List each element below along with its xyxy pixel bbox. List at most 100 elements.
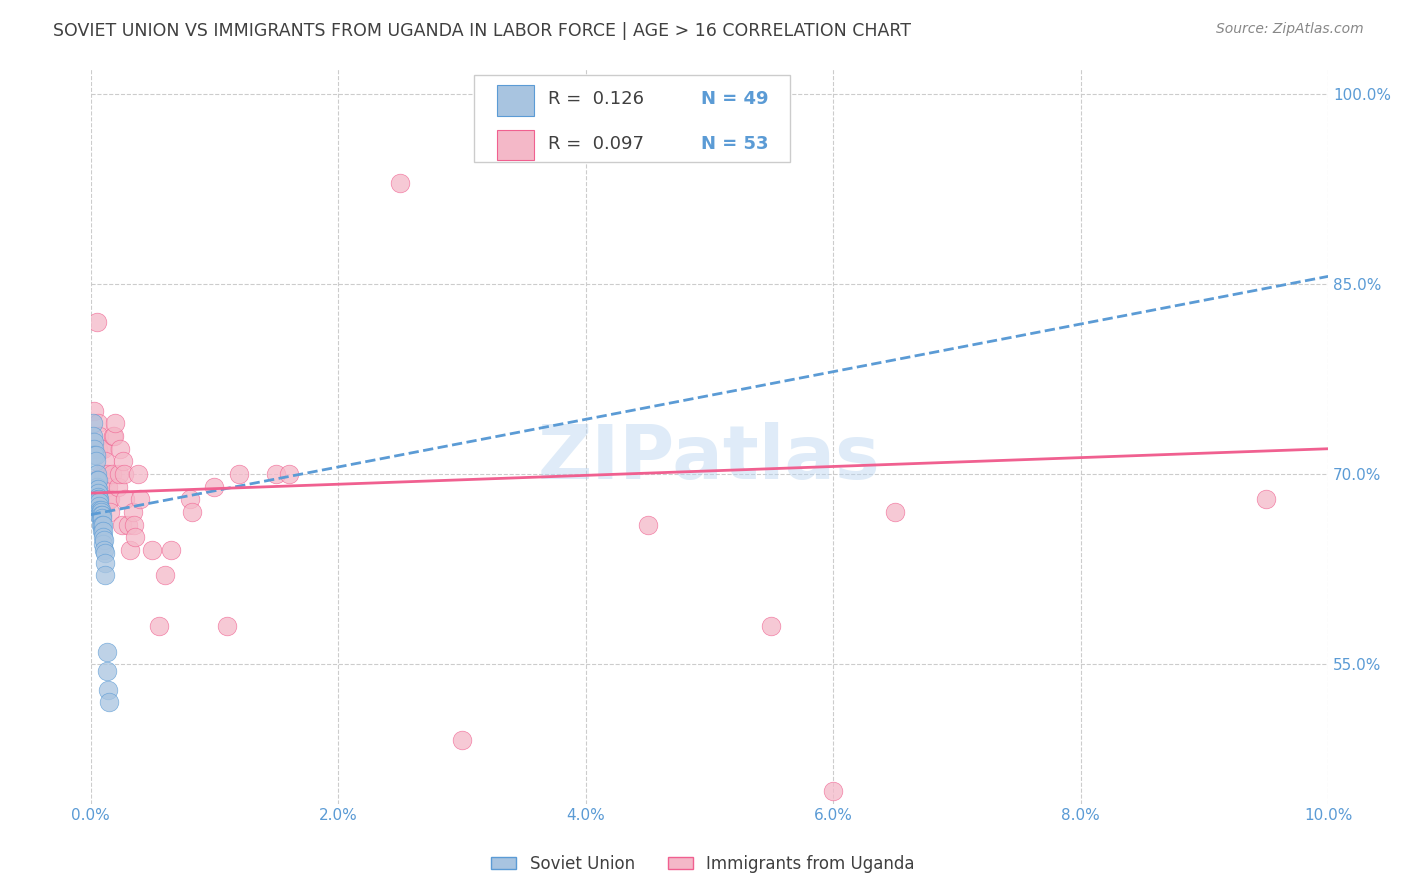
Point [89, 492, 111, 507]
Point [87, 499, 110, 513]
Point [89, 511, 111, 525]
Point [91, 524, 114, 538]
Point [90, 517, 112, 532]
Point [91, 537, 114, 551]
Point [160, 543, 183, 558]
Point [87, 474, 110, 488]
FancyBboxPatch shape [474, 75, 790, 161]
Point [84, 448, 107, 462]
Point [97, 480, 120, 494]
Point [83, 403, 105, 417]
Point [94, 454, 117, 468]
Point [94, 568, 117, 582]
Point [89, 505, 111, 519]
Point [87, 490, 110, 504]
Point [181, 505, 204, 519]
Legend: Soviet Union, Immigrants from Uganda: Soviet Union, Immigrants from Uganda [485, 848, 921, 880]
Point [107, 480, 129, 494]
Point [141, 543, 163, 558]
Point [89, 502, 111, 516]
Point [86, 492, 108, 507]
Point [87, 442, 110, 456]
Point [83, 435, 105, 450]
Point [228, 467, 250, 481]
Text: N = 49: N = 49 [700, 90, 768, 109]
Point [100, 467, 122, 481]
Point [87, 495, 110, 509]
Point [89, 508, 111, 522]
Point [761, 619, 783, 633]
Point [110, 442, 132, 456]
Point [96, 467, 118, 481]
Point [153, 568, 176, 582]
Point [86, 315, 108, 329]
Point [451, 733, 474, 747]
Point [823, 784, 845, 798]
Point [93, 543, 115, 558]
Point [86, 483, 108, 497]
Point [83, 442, 105, 456]
Bar [496, 129, 534, 161]
Point [84, 454, 107, 468]
Point [96, 644, 118, 658]
Point [215, 619, 238, 633]
Point [86, 467, 108, 481]
Point [124, 531, 146, 545]
Point [89, 505, 111, 519]
Point [110, 517, 132, 532]
Point [89, 502, 111, 516]
Point [277, 467, 299, 481]
Point [127, 467, 149, 481]
Point [86, 480, 108, 494]
Point [89, 495, 111, 509]
Point [90, 508, 112, 522]
Point [94, 546, 117, 560]
Point [129, 492, 152, 507]
Point [82, 417, 104, 431]
Text: ZIPatlas: ZIPatlas [538, 422, 880, 495]
Point [97, 682, 120, 697]
Point [86, 486, 108, 500]
Point [89, 499, 111, 513]
Point [91, 531, 114, 545]
Point [86, 490, 108, 504]
Point [103, 429, 125, 443]
Point [121, 505, 143, 519]
Point [104, 417, 127, 431]
Point [87, 483, 110, 497]
Point [108, 467, 131, 481]
Point [637, 517, 659, 532]
Point [87, 417, 110, 431]
Point [89, 429, 111, 443]
Point [148, 619, 170, 633]
Point [91, 517, 114, 532]
Point [100, 492, 122, 507]
Point [89, 467, 111, 481]
Point [93, 533, 115, 547]
Point [82, 429, 104, 443]
Point [179, 492, 201, 507]
Text: R =  0.097: R = 0.097 [548, 135, 644, 153]
Text: SOVIET UNION VS IMMIGRANTS FROM UGANDA IN LABOR FORCE | AGE > 16 CORRELATION CHA: SOVIET UNION VS IMMIGRANTS FROM UGANDA I… [53, 22, 911, 40]
Point [89, 517, 111, 532]
Point [122, 517, 145, 532]
Point [98, 695, 121, 709]
Text: R =  0.126: R = 0.126 [548, 90, 644, 109]
Point [90, 511, 112, 525]
Point [89, 508, 111, 522]
Point [96, 664, 118, 678]
Point [117, 517, 139, 532]
Point [112, 467, 135, 481]
Point [100, 505, 122, 519]
Text: N = 53: N = 53 [700, 135, 768, 153]
Point [87, 486, 110, 500]
Point [202, 480, 225, 494]
Point [264, 467, 287, 481]
Point [90, 524, 112, 538]
Point [884, 505, 907, 519]
Point [91, 442, 114, 456]
Point [388, 176, 411, 190]
Point [89, 442, 111, 456]
Point [1256, 492, 1278, 507]
Point [91, 474, 114, 488]
